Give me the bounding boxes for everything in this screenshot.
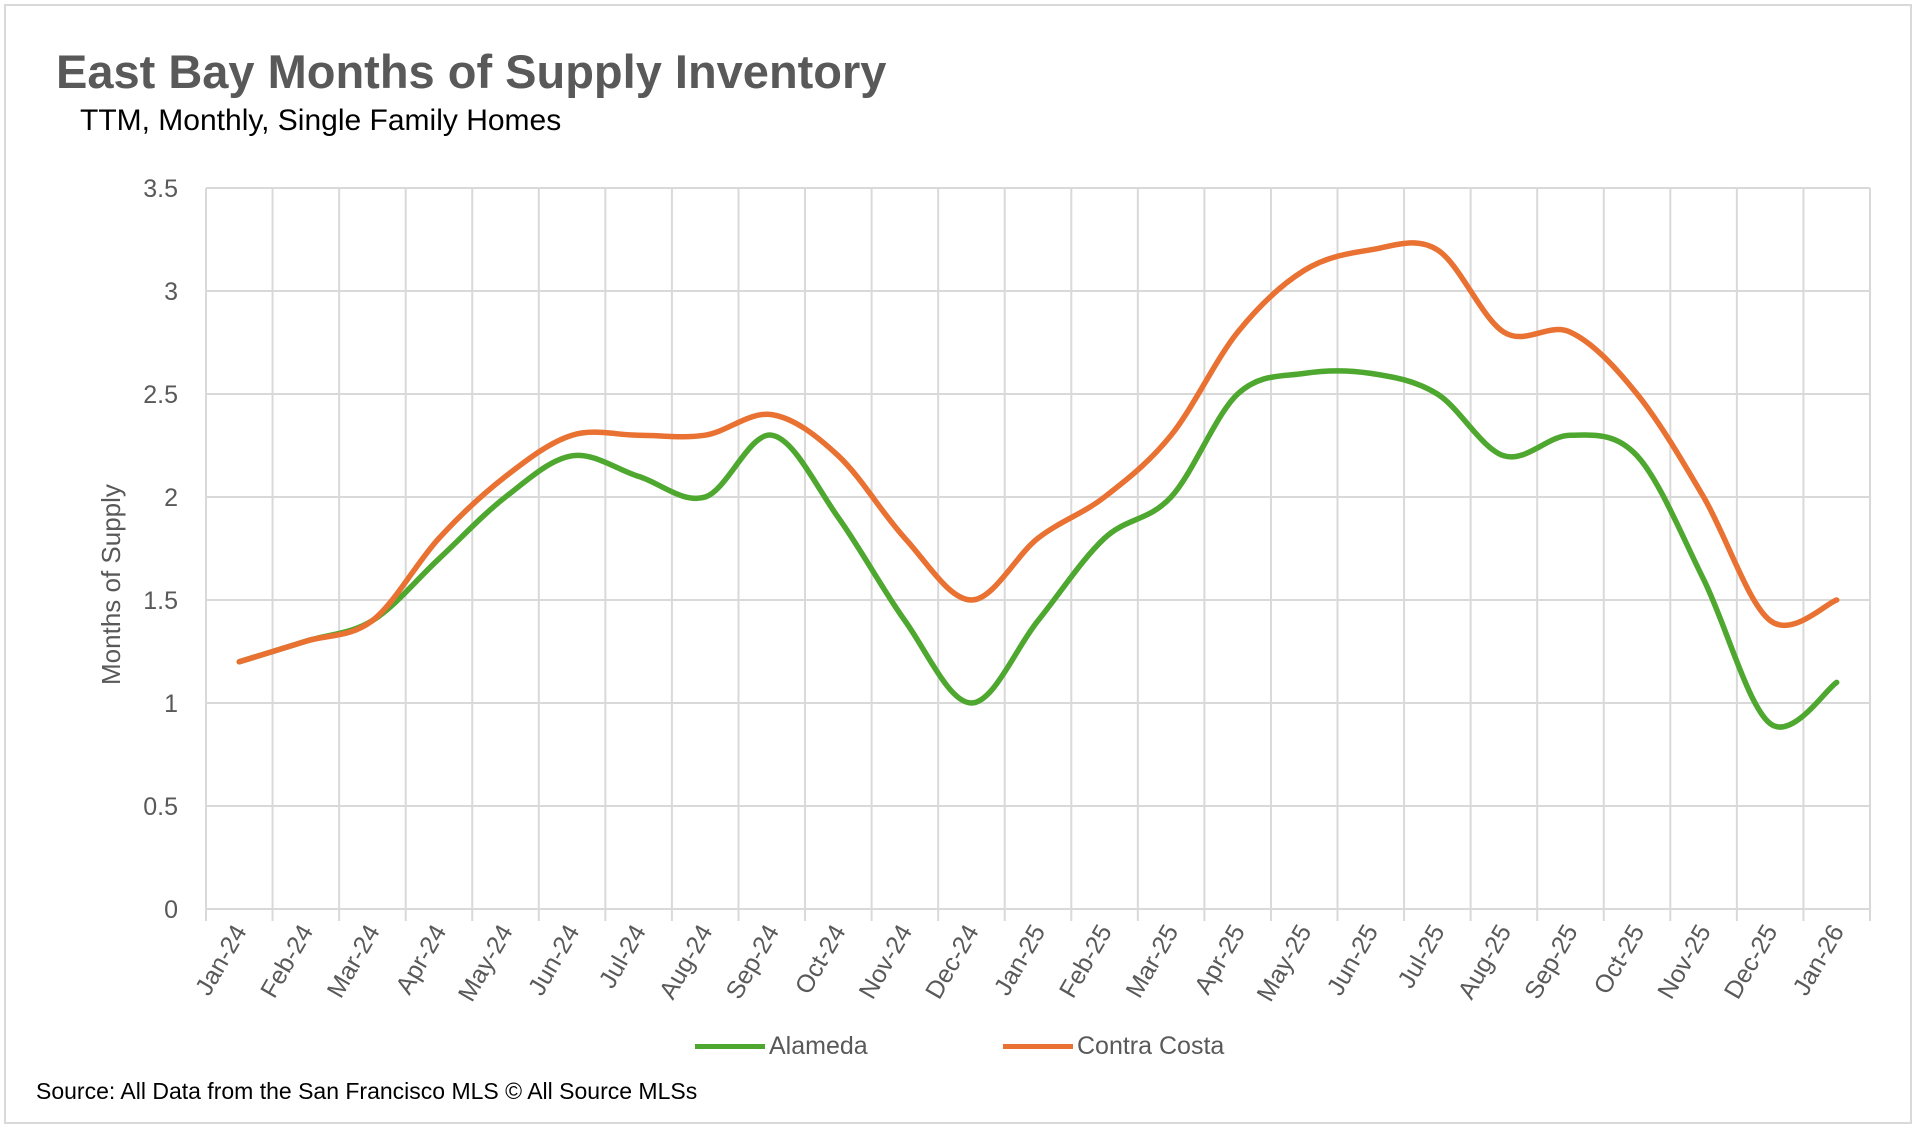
x-tick-label: May-25	[1251, 920, 1317, 1006]
legend-label: Contra Costa	[1077, 1032, 1225, 1060]
x-tick-label: Oct-25	[1588, 920, 1650, 999]
series-line-contra-costa	[236, 240, 1840, 665]
y-tick-label: 2	[164, 484, 178, 512]
chart-subtitle: TTM, Monthly, Single Family Homes	[80, 104, 562, 137]
x-tick-label: Apr-24	[390, 920, 452, 999]
y-tick-label: 1	[164, 690, 178, 718]
y-tick-label: 0	[164, 896, 178, 924]
x-tick-label: Feb-25	[1054, 920, 1118, 1003]
y-tick-label: 0.5	[143, 793, 178, 821]
x-tick-label: Sep-25	[1519, 920, 1584, 1004]
legend-label: Alameda	[769, 1032, 868, 1060]
x-tick-label: Nov-25	[1652, 920, 1717, 1004]
legend-item-alameda: Alameda	[695, 1032, 868, 1061]
x-tick-label: Nov-24	[854, 920, 919, 1004]
x-tick-label: Apr-25	[1189, 920, 1251, 999]
x-tick-label: Jan-25	[989, 920, 1051, 1000]
source-note: Source: All Data from the San Francisco …	[36, 1078, 698, 1104]
y-tick-label: 2.5	[143, 381, 178, 409]
x-tick-label: May-24	[453, 920, 519, 1006]
x-tick-label: Feb-24	[255, 920, 319, 1003]
x-tick-label: Jan-26	[1787, 920, 1849, 1000]
series-line-alameda	[236, 368, 1840, 730]
chart-frame	[4, 4, 1912, 1124]
chart-title: East Bay Months of Supply Inventory	[56, 45, 887, 98]
x-tick-label: Sep-24	[720, 920, 785, 1004]
x-tick-label: Jul-25	[1392, 920, 1450, 993]
x-tick-label: Oct-24	[790, 920, 852, 999]
x-tick-label: Jul-24	[594, 920, 652, 993]
x-tick-label: Mar-25	[1120, 920, 1184, 1003]
y-tick-label: 1.5	[143, 587, 178, 615]
x-tick-label: Mar-24	[322, 920, 386, 1003]
x-tick-label: Aug-24	[654, 920, 719, 1004]
legend-swatch-alameda	[695, 1044, 765, 1049]
x-tick-label: Dec-25	[1719, 920, 1784, 1004]
legend-swatch-contra-costa	[1003, 1044, 1073, 1049]
x-tick-label: Dec-24	[920, 920, 985, 1004]
y-tick-label: 3.5	[143, 175, 178, 203]
x-tick-label: Aug-25	[1453, 920, 1518, 1004]
legend-item-contra-costa: Contra Costa	[1003, 1032, 1224, 1061]
y-axis-label: Months of Supply	[96, 484, 126, 685]
x-tick-label: Jun-25	[1322, 920, 1384, 1000]
y-tick-label: 3	[164, 278, 178, 306]
x-tick-label: Jun-24	[523, 920, 586, 1000]
x-tick-label: Jan-24	[190, 920, 253, 1000]
